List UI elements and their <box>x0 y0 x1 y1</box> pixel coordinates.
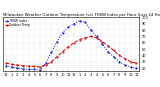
Outdoor Temp <box>45 64 47 66</box>
THSW Index <box>113 56 115 57</box>
Outdoor Temp <box>90 36 92 37</box>
Outdoor Temp <box>118 55 120 56</box>
THSW Index <box>90 30 92 31</box>
THSW Index <box>28 69 30 70</box>
Outdoor Temp <box>50 61 52 62</box>
Outdoor Temp <box>28 66 30 67</box>
Outdoor Temp <box>113 50 115 51</box>
THSW Index <box>130 66 132 67</box>
THSW Index <box>16 68 18 69</box>
Outdoor Temp <box>96 37 98 38</box>
Outdoor Temp <box>11 64 13 65</box>
Outdoor Temp <box>16 64 18 66</box>
THSW Index <box>84 22 86 23</box>
THSW Index <box>124 64 126 66</box>
THSW Index <box>50 52 52 53</box>
Outdoor Temp <box>73 42 75 43</box>
THSW Index <box>135 68 137 69</box>
THSW Index <box>11 66 13 67</box>
THSW Index <box>73 23 75 24</box>
THSW Index <box>101 44 103 45</box>
Text: Milwaukee Weather Outdoor Temperature (vs) THSW Index per Hour (Last 24 Hours): Milwaukee Weather Outdoor Temperature (v… <box>3 13 160 17</box>
Outdoor Temp <box>33 66 35 67</box>
THSW Index <box>79 20 81 21</box>
THSW Index <box>33 69 35 70</box>
THSW Index <box>45 63 47 64</box>
Outdoor Temp <box>62 51 64 52</box>
Outdoor Temp <box>5 63 7 64</box>
Outdoor Temp <box>135 63 137 64</box>
THSW Index <box>62 32 64 33</box>
Outdoor Temp <box>84 37 86 38</box>
Line: THSW Index: THSW Index <box>5 20 137 71</box>
Outdoor Temp <box>56 56 58 57</box>
Outdoor Temp <box>39 66 41 67</box>
Outdoor Temp <box>79 39 81 40</box>
THSW Index <box>56 41 58 42</box>
Outdoor Temp <box>67 46 69 47</box>
Outdoor Temp <box>22 65 24 66</box>
Outdoor Temp <box>130 61 132 62</box>
Line: Outdoor Temp: Outdoor Temp <box>5 36 137 68</box>
Outdoor Temp <box>107 45 109 46</box>
Legend: THSW Index, Outdoor Temp: THSW Index, Outdoor Temp <box>5 19 31 28</box>
THSW Index <box>22 68 24 69</box>
THSW Index <box>5 65 7 66</box>
THSW Index <box>96 36 98 37</box>
THSW Index <box>118 61 120 62</box>
Outdoor Temp <box>101 41 103 42</box>
THSW Index <box>39 70 41 71</box>
THSW Index <box>107 51 109 52</box>
Outdoor Temp <box>124 58 126 59</box>
THSW Index <box>67 26 69 27</box>
